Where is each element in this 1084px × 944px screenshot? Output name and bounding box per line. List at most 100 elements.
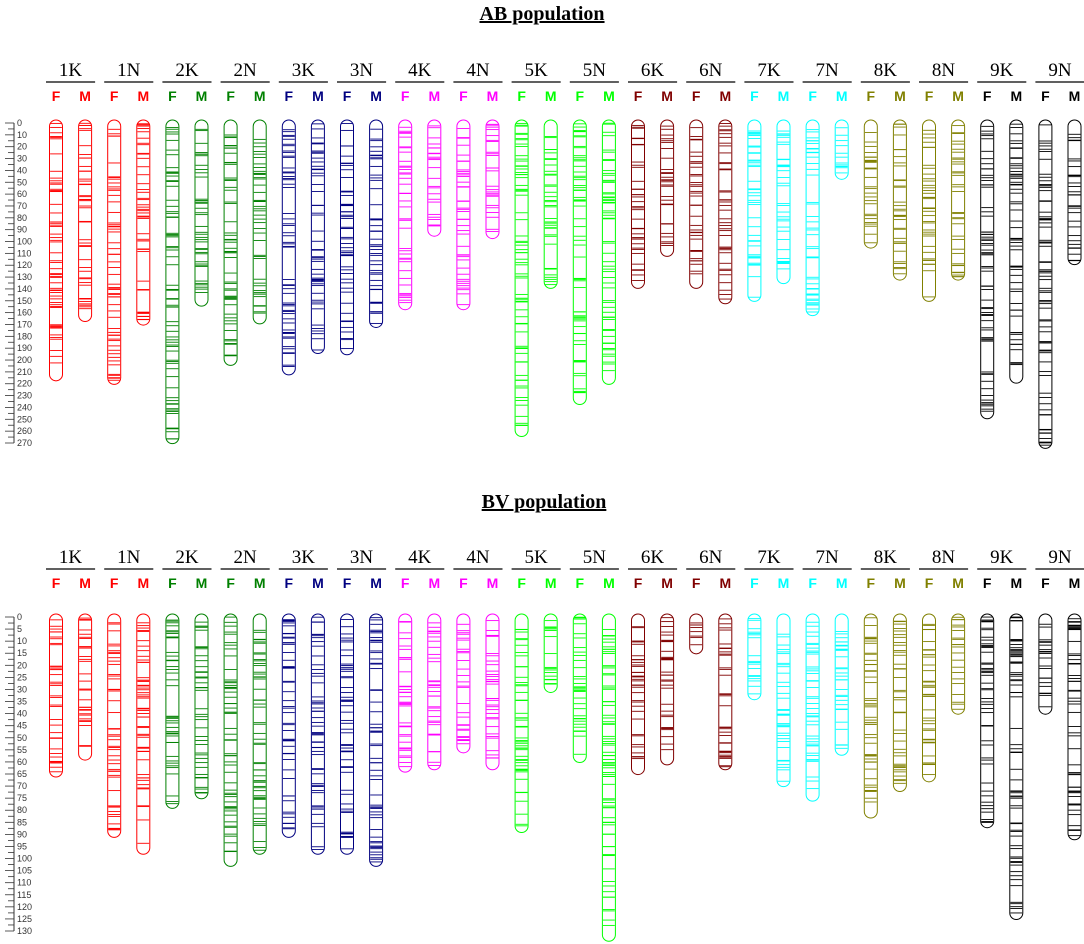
linkage-group-4N-M xyxy=(485,119,500,240)
axis-tick-label: 200 xyxy=(17,355,32,365)
linkage-group-outline xyxy=(922,119,936,302)
chromosome-label: 9K xyxy=(990,547,1014,568)
linkage-group-outline xyxy=(456,613,471,754)
parent-label: M xyxy=(137,88,149,104)
linkage-group-outline xyxy=(572,119,587,406)
axis-tick-label: 100 xyxy=(17,854,32,864)
linkage-group-outline xyxy=(631,613,645,776)
linkage-group-outline xyxy=(951,613,966,715)
parent-label: M xyxy=(1069,575,1081,591)
chromosome-label: 6K xyxy=(641,547,665,568)
parent-label: F xyxy=(343,88,352,104)
parent-label: M xyxy=(778,88,790,104)
parent-label: F xyxy=(925,88,934,104)
scale-axis: 0 5 10 15 20 25 30 35 40 45 50 55 60 65 70 75 80 85 90 95 10… xyxy=(5,612,32,936)
parent-label: M xyxy=(778,575,790,591)
linkage-group-outline xyxy=(369,119,384,328)
linkage-group-2K-F xyxy=(165,119,180,445)
linkage-group-1K-F xyxy=(49,613,63,778)
linkage-group-outline xyxy=(543,613,558,693)
chromosome-label: 2N xyxy=(234,547,258,568)
parent-label: M xyxy=(719,575,731,591)
chromosome-label: 5K xyxy=(525,547,549,568)
chromosome-label: 8K xyxy=(874,60,898,81)
linkage-group-outline xyxy=(980,119,995,420)
linkage-group-4N-F xyxy=(456,613,471,754)
parent-label: M xyxy=(254,575,266,591)
parent-label: M xyxy=(312,575,324,591)
linkage-group-outline xyxy=(223,613,238,867)
axis-tick-label: 60 xyxy=(17,757,27,767)
chromosome-label: 7K xyxy=(757,60,781,81)
linkage-group-7K-M xyxy=(776,613,791,788)
linkage-group-outline xyxy=(834,119,849,180)
linkage-group-8K-M xyxy=(892,613,907,792)
axis-tick-label: 100 xyxy=(17,237,32,247)
linkage-group-1K-F xyxy=(49,119,63,382)
axis-tick-label: 120 xyxy=(17,902,32,912)
linkage-group-outline xyxy=(892,119,907,281)
linkage-group-9K-M xyxy=(1009,613,1024,921)
parent-label: M xyxy=(894,575,906,591)
linkage-group-2K-M xyxy=(194,119,209,307)
linkage-group-outline xyxy=(514,119,529,438)
linkage-group-1N-F xyxy=(107,613,122,838)
linkage-group-7N-M xyxy=(834,613,849,756)
linkage-group-3N-M xyxy=(369,119,384,328)
linkage-group-8N-M xyxy=(951,613,966,715)
linkage-group-outline xyxy=(922,613,936,783)
linkage-group-9K-F xyxy=(980,613,995,829)
parent-label: M xyxy=(719,88,731,104)
linkage-group-outline xyxy=(194,613,209,800)
parent-label: M xyxy=(487,575,499,591)
axis-tick-label: 180 xyxy=(17,331,32,341)
linkage-group-outline xyxy=(543,119,558,289)
chromosome-label: 4K xyxy=(408,60,432,81)
parent-label: F xyxy=(576,575,585,591)
linkage-group-outline xyxy=(310,613,325,855)
chromosome-label: 4N xyxy=(466,60,490,81)
parent-label: F xyxy=(459,575,468,591)
linkage-group-outline xyxy=(281,119,296,376)
axis-tick-label: 270 xyxy=(17,438,32,448)
linkage-group-outline xyxy=(398,119,413,311)
linkage-group-2N-M xyxy=(252,613,267,855)
chromosome-label: 5K xyxy=(525,60,549,81)
chromosome-label: 8N xyxy=(932,60,956,81)
linkage-group-4K-M xyxy=(427,119,442,237)
linkage-group-outline xyxy=(834,613,849,756)
chromosome-label: 4N xyxy=(466,547,490,568)
linkage-group-outline xyxy=(660,119,675,257)
axis-tick-label: 40 xyxy=(17,165,27,175)
linkage-group-outline xyxy=(310,119,325,355)
panel-title: BV population xyxy=(482,491,607,513)
linkage-group-outline xyxy=(951,119,966,281)
axis-tick-label: 220 xyxy=(17,379,32,389)
linkage-group-outline xyxy=(892,613,907,792)
linkage-group-outline xyxy=(514,613,529,834)
linkage-group-4K-F xyxy=(398,613,413,773)
linkage-group-7N-M xyxy=(834,119,849,180)
axis-tick-label: 90 xyxy=(17,829,27,839)
axis-tick-label: 10 xyxy=(17,130,27,140)
chromosome-label: 1N xyxy=(117,547,141,568)
linkage-group-2N-M xyxy=(252,119,267,325)
parent-label: M xyxy=(894,88,906,104)
linkage-group-3K-M xyxy=(310,613,325,855)
axis-tick-label: 30 xyxy=(17,154,27,164)
linkage-group-outline xyxy=(980,613,995,829)
parent-label: M xyxy=(79,575,91,591)
parent-label: F xyxy=(226,575,235,591)
parent-label: M xyxy=(312,88,324,104)
chromosome-label: 6K xyxy=(641,60,665,81)
linkage-group-outline xyxy=(49,613,63,778)
parent-label: F xyxy=(983,575,992,591)
linkage-group-outline xyxy=(776,613,791,788)
chromosome-label: 7K xyxy=(757,547,781,568)
axis-tick-label: 10 xyxy=(17,636,27,646)
parent-label: M xyxy=(603,88,615,104)
axis-tick-label: 110 xyxy=(17,878,31,888)
linkage-group-outline xyxy=(805,119,820,317)
linkage-group-8N-M xyxy=(951,119,966,281)
